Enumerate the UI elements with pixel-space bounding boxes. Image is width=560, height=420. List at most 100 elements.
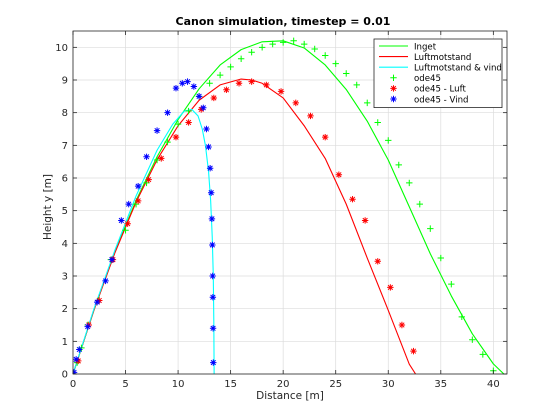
data-point [185,107,192,115]
data-point [73,356,80,363]
x-tick-label: 35 [434,379,447,390]
data-point [398,321,406,329]
data-point [248,78,255,85]
data-point [125,200,132,208]
data-point [248,49,255,56]
data-point [364,99,371,107]
data-point [395,161,402,169]
data-point [200,104,207,111]
data-point [205,143,212,151]
data-point [410,347,417,355]
data-point [84,323,91,330]
data-point [292,99,299,107]
data-point [108,256,116,263]
data-point [209,241,216,249]
legend-label: Luftmotstand [414,53,471,63]
data-point [164,109,171,116]
legend-label: ode45 [414,74,441,84]
x-axis-label: Distance [m] [256,390,324,402]
data-point [143,153,150,160]
y-tick-label: 4 [62,239,68,250]
data-point [206,165,214,172]
y-tick-label: 3 [62,272,68,283]
data-point [416,200,423,208]
data-point [227,63,234,71]
data-point [343,70,350,77]
data-point [237,55,245,62]
axes-frame [72,30,508,375]
x-tick-label: 10 [172,379,185,390]
legend-label: Inget [414,42,437,52]
legend-label: ode45 - Vind [414,95,468,105]
data-point [124,220,131,227]
legend-box [373,38,503,108]
axis-ticks: 0 5 10 15 20 25 30 35 40 0 1 2 3 4 5 6 7 8 9 10 [55,31,507,390]
data-point [132,200,140,208]
legend-swatch-marker [390,95,397,103]
legend-item: ode45 [390,74,441,84]
data-point [269,40,276,48]
series-line [73,40,505,374]
legend-label: ode45 - Luft [414,85,466,95]
legend-item: Luftmotstand [379,53,471,63]
data-point [361,217,369,224]
data-point [223,86,230,93]
legend-swatch-marker [390,74,397,81]
data-point [209,272,216,280]
y-tick-label: 8 [62,108,68,119]
data-point [374,258,381,265]
series-ode45-luft [73,78,417,374]
x-tick-label: 25 [329,379,342,390]
data-point [134,197,142,205]
y-tick-label: 6 [62,174,68,185]
series-inget [73,40,505,374]
data-point [406,179,413,187]
data-point [207,189,215,196]
series-luftmotstand-vind [73,108,215,374]
data-point [76,346,83,353]
x-tick-label: 0 [70,379,76,390]
data-point [311,45,318,53]
data-point [210,359,217,366]
data-point [469,336,476,343]
y-tick-label: 7 [62,141,68,152]
data-point [73,369,78,374]
data-point [437,254,444,262]
data-point [174,120,182,128]
data-point [210,94,218,102]
data-point [118,217,125,224]
data-point [190,83,198,90]
data-point [145,176,152,183]
y-tick-label: 0 [62,370,68,381]
data-point [172,84,180,92]
data-point [164,138,171,146]
data-point [208,215,216,223]
data-point [122,227,129,234]
data-point [134,182,142,190]
x-tick-label: 40 [487,379,500,390]
data-point [143,179,150,187]
y-tick-label: 5 [62,206,68,217]
data-point [209,325,217,332]
data-point [153,127,161,134]
data-point [353,81,360,89]
data-point [349,196,356,203]
x-tick-label: 5 [122,379,128,390]
data-point [385,137,392,144]
legend-item: Inget [379,42,437,52]
data-point [263,81,270,89]
data-point [102,277,109,285]
y-tick-label: 10 [55,43,68,54]
data-point [300,40,308,48]
x-tick-label: 30 [382,379,395,390]
data-point [195,93,203,100]
series-ode45-vind [73,78,217,374]
data-point [172,133,180,141]
plot-series [73,37,505,374]
data-point [322,52,329,59]
y-tick-label: 9 [62,76,68,87]
data-point [158,155,165,162]
data-point [448,280,455,288]
